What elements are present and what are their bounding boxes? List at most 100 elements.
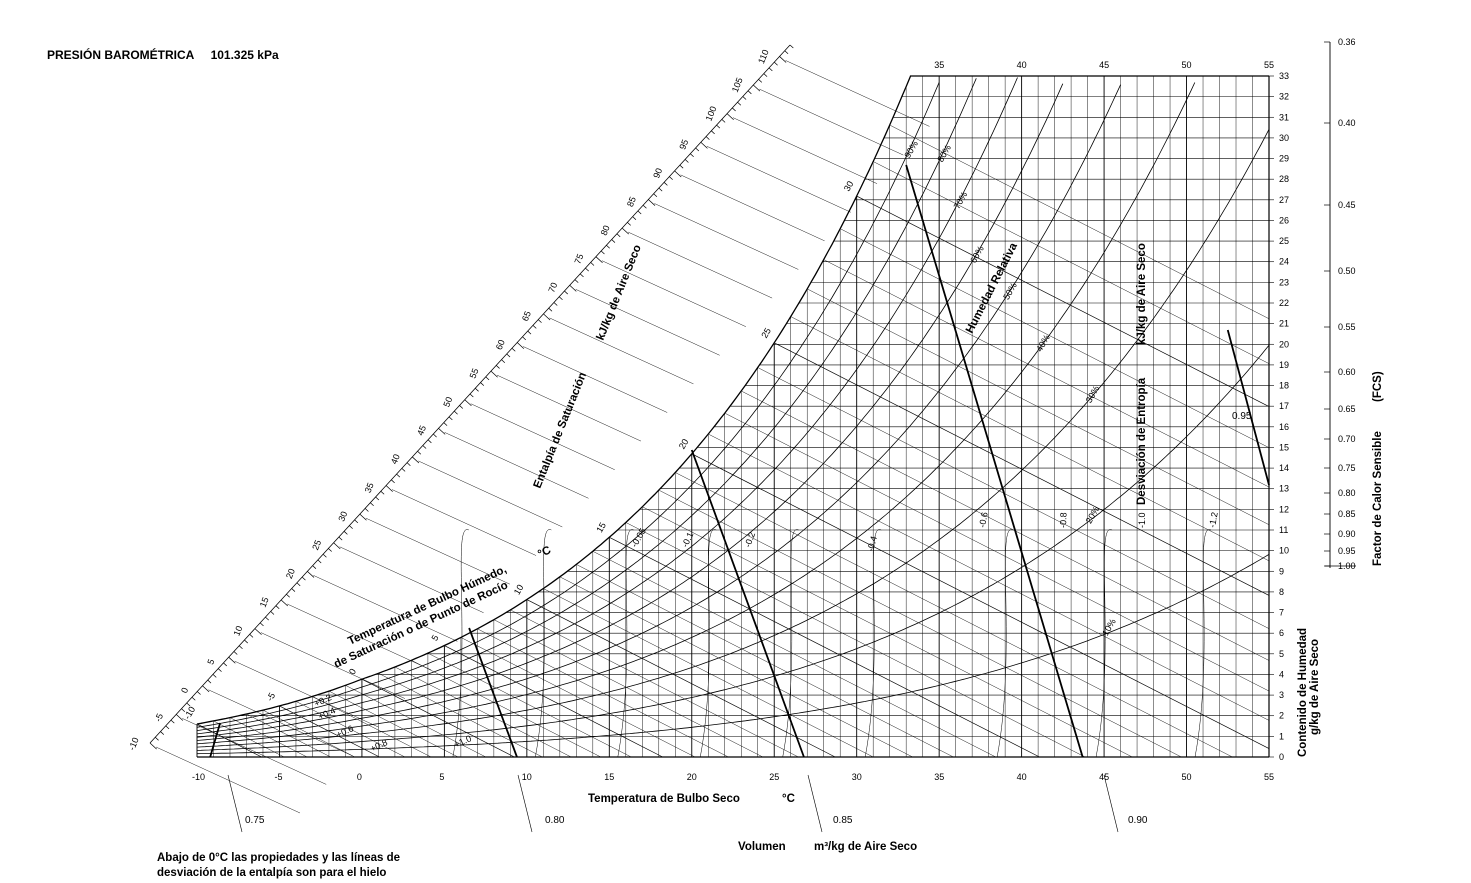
volume-leader <box>807 774 823 833</box>
enthalpy-tick <box>569 285 577 292</box>
fcs-tick-label: 0.40 <box>1338 118 1356 128</box>
enthalpy-tick <box>291 588 296 592</box>
y-tick-label: 16 <box>1279 422 1289 432</box>
y-tick-label: 8 <box>1279 587 1284 597</box>
wet-bulb-line <box>609 536 1040 758</box>
enthalpy-tick <box>385 485 393 492</box>
y-tick-label: 3 <box>1279 690 1284 700</box>
enthalpy-guide-line <box>470 403 615 470</box>
enthalpy-tick-label: 30 <box>336 510 349 523</box>
wet-bulb-tick-label: 30 <box>842 179 856 193</box>
y-tick-label: 17 <box>1279 401 1289 411</box>
enthalpy-tick-label: 75 <box>572 252 585 265</box>
wet-bulb-line <box>658 489 1182 758</box>
wet-bulb-line <box>873 161 1270 364</box>
y-tick-label: 11 <box>1279 525 1288 535</box>
top-tick-label: 50 <box>1182 60 1192 70</box>
y-tick-label: 18 <box>1279 381 1289 391</box>
y-tick-label: 29 <box>1279 154 1289 164</box>
enthalpy-tick <box>186 702 191 707</box>
enthalpy-tick <box>611 239 616 243</box>
enthalpy-tick <box>747 90 752 95</box>
wet-bulb-line <box>411 660 601 758</box>
enthalpy-tick <box>784 50 789 55</box>
x-tick-label: 55 <box>1264 772 1274 782</box>
fcs-tick-label: 0.85 <box>1338 509 1356 519</box>
enthalpy-tick-label: 70 <box>546 281 559 294</box>
enthalpy-tick <box>648 199 656 206</box>
enthalpy-tick <box>516 342 525 349</box>
enthalpy-tick <box>721 119 726 123</box>
enthalpy-tick <box>165 725 170 730</box>
enthalpy-tick-label: -10 <box>127 736 141 752</box>
wet-bulb-line <box>774 342 1270 596</box>
y-tick-label: 21 <box>1279 319 1289 329</box>
enthalpy-tick <box>690 153 694 158</box>
deviation-label: +0.4 <box>317 705 337 722</box>
wet-bulb-tick-label: 20 <box>677 437 691 451</box>
enthalpy-tick-label: 100 <box>704 105 719 123</box>
volume-line <box>905 164 1084 758</box>
x-tick-label: 0 <box>357 772 362 782</box>
y-tick-label: 15 <box>1279 443 1289 453</box>
enthalpy-tick <box>522 336 527 341</box>
wet-bulb-tick-label: -10 <box>182 705 197 721</box>
y-tick-label: 32 <box>1279 92 1289 102</box>
enthalpy-tick <box>228 656 236 664</box>
rh-label: 70% <box>952 190 970 211</box>
deviation-curve <box>1095 529 1113 758</box>
top-tick-label: 40 <box>1017 60 1027 70</box>
wet-bulb-line <box>196 723 262 758</box>
enthalpy-tick <box>663 182 668 186</box>
enthalpy-tick-label: -5 <box>153 712 165 723</box>
y-tick-label: 19 <box>1279 360 1289 370</box>
saturation-curve <box>196 75 1269 725</box>
enthalpy-tick <box>181 708 186 712</box>
enthalpy-tick <box>585 267 589 272</box>
enthalpy-guide-line <box>365 517 510 585</box>
enthalpy-tick <box>527 330 532 335</box>
rh-curve <box>196 82 940 728</box>
deviation-curve <box>864 529 882 758</box>
rh-label: 50% <box>1001 281 1019 302</box>
x-tick-label: 25 <box>769 772 779 782</box>
wet-bulb-line <box>394 666 572 758</box>
wet-bulb-line <box>724 412 1270 692</box>
enthalpy-tick <box>238 645 243 650</box>
pressure-value: 101.325 kPa <box>210 48 279 62</box>
volume-unit: m³/kg de Aire Seco <box>814 841 917 853</box>
x-tick-label: 10 <box>522 772 532 782</box>
fcs-tick-label: 0.55 <box>1338 322 1356 332</box>
enthalpy-tick-label: 85 <box>625 195 638 208</box>
enthalpy-tick-label: 105 <box>730 76 745 94</box>
rh-label: 20% <box>1084 505 1102 526</box>
enthalpy-tick <box>506 353 511 358</box>
y-axis-title-2: g/kg de Aire Seco <box>1309 639 1321 735</box>
wet-bulb-line <box>444 645 663 758</box>
enthalpy-tick <box>495 365 500 369</box>
deviation-curve <box>1194 529 1212 758</box>
enthalpy-tick <box>695 147 700 152</box>
fcs-abbr: (FCS) <box>1372 371 1384 402</box>
enthalpy-tick <box>753 84 761 92</box>
fcs-tick-label: 0.50 <box>1338 266 1356 276</box>
enthalpy-tick-label: 0 <box>179 686 190 694</box>
wet-bulb-tick-label: -5 <box>265 691 278 703</box>
y-tick-label: 12 <box>1279 504 1289 514</box>
enthalpy-tick <box>763 73 768 77</box>
wet-bulb-line <box>295 701 406 758</box>
enthalpy-tick <box>606 244 610 249</box>
enthalpy-tick <box>558 296 563 301</box>
enthalpy-tick <box>296 582 301 587</box>
enthalpy-tick <box>684 159 689 163</box>
volume-line <box>1226 329 1270 486</box>
enthalpy-tick <box>333 542 341 550</box>
y-tick-label: 13 <box>1279 484 1289 494</box>
x-tick-label: 35 <box>934 772 944 782</box>
enthalpy-tick <box>270 611 275 615</box>
wet-bulb-line <box>790 316 1270 562</box>
enthalpy-tick <box>532 325 537 329</box>
wet-bulb-line <box>477 628 729 758</box>
wet-bulb-line <box>675 472 1233 758</box>
enthalpy-tick <box>202 685 210 693</box>
